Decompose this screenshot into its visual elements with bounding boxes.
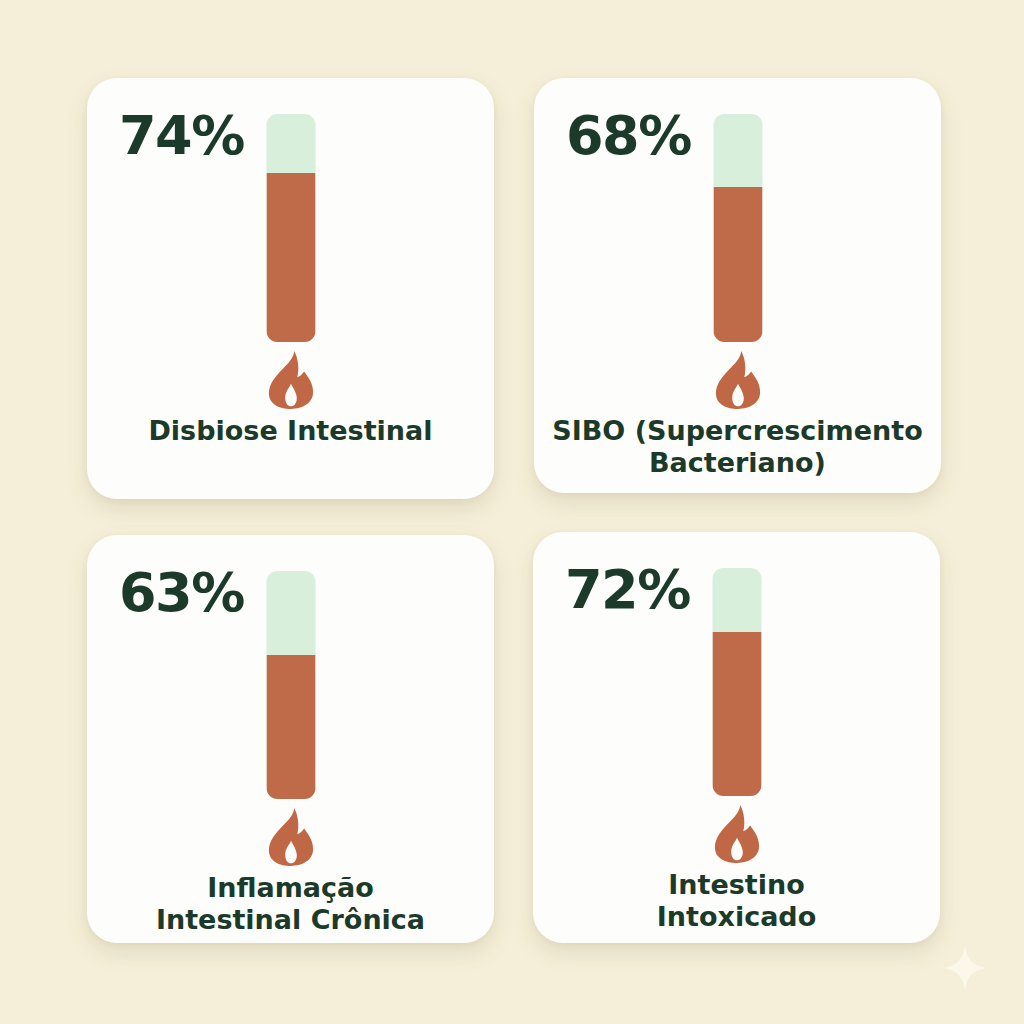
flame-icon bbox=[260, 350, 322, 410]
stat-card: 68% SIBO (Supercrescimento Bacteriano) bbox=[534, 78, 941, 493]
bar-fill bbox=[266, 655, 315, 799]
bar-gauge bbox=[266, 114, 315, 342]
card-label: SIBO (Supercrescimento Bacteriano) bbox=[544, 415, 931, 479]
percent-value: 68% bbox=[566, 104, 691, 167]
card-label: Disbiose Intestinal bbox=[97, 415, 484, 447]
page: { "chart_data": { "type": "bar", "unit":… bbox=[0, 0, 1024, 1024]
bar-fill bbox=[713, 187, 762, 342]
sparkle-icon bbox=[943, 946, 987, 990]
flame-icon bbox=[707, 350, 769, 410]
percent-value: 72% bbox=[565, 558, 690, 621]
percent-value: 63% bbox=[119, 561, 244, 624]
bar-gauge bbox=[712, 568, 761, 796]
stat-card: 72% Intestino Intoxicado bbox=[533, 532, 940, 943]
percent-value: 74% bbox=[119, 104, 244, 167]
bar-fill bbox=[266, 173, 315, 342]
flame-icon bbox=[706, 804, 768, 864]
flame-icon bbox=[260, 807, 322, 867]
card-label: Intestino Intoxicado bbox=[543, 869, 930, 933]
stat-card: 63% Inflamação Intestinal Crônica bbox=[87, 535, 494, 943]
bar-fill bbox=[712, 632, 761, 796]
stat-card: 74% Disbiose Intestinal bbox=[87, 78, 494, 499]
bar-gauge bbox=[266, 571, 315, 799]
card-label: Inflamação Intestinal Crônica bbox=[97, 872, 484, 936]
bar-gauge bbox=[713, 114, 762, 342]
